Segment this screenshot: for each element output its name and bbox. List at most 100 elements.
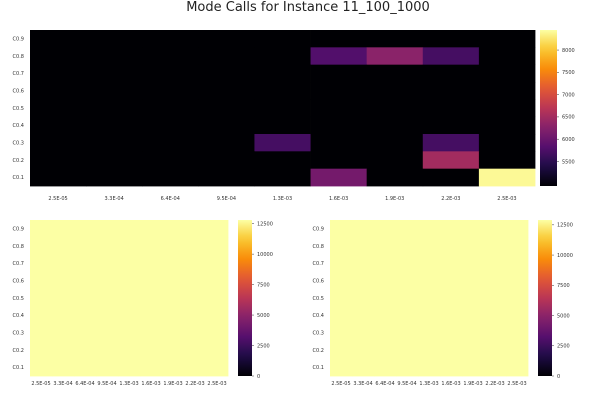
heatmap-cell (330, 358, 353, 377)
y-tick-label: C0.8 (13, 244, 24, 250)
heatmap-cell (254, 116, 311, 135)
y-tick-label: C0.8 (13, 54, 24, 60)
heatmap-cell (198, 47, 255, 66)
heatmap-cell (352, 220, 375, 238)
heatmap-cell (254, 134, 311, 152)
heatmap-cell (310, 64, 368, 83)
heatmap-cell (374, 324, 397, 342)
heatmap-cell (30, 168, 87, 187)
heatmap-cell (162, 324, 185, 342)
y-tick-label: C0.5 (313, 296, 324, 302)
colorbar-tick-label: 6000 (562, 137, 575, 143)
x-tick-label: 3.3E-04 (53, 381, 72, 387)
y-tick-label: C0.3 (13, 330, 24, 336)
y-tick-label: C0.6 (313, 278, 324, 284)
heatmap-cell (118, 272, 141, 290)
heatmap-cell (366, 168, 424, 187)
heatmap-cell (184, 306, 207, 325)
colorbar-tick-label: 5500 (562, 159, 575, 165)
x-tick-label: 2.2E-03 (485, 381, 504, 387)
colorbar-tick-label: 7500 (562, 70, 575, 76)
y-tick-label: C0.6 (13, 88, 24, 94)
heatmap-cell (206, 237, 229, 256)
heatmap-cell (396, 220, 419, 238)
heatmap-cell (418, 237, 441, 256)
heatmap-cell (74, 289, 97, 308)
heatmap-cell (422, 151, 480, 170)
x-tick-label: 1.6E-03 (141, 381, 160, 387)
colorbar-tick-label: 2500 (557, 344, 570, 350)
colorbar-tick-label: 5000 (257, 313, 270, 319)
x-tick-label: 6.4E-04 (75, 381, 94, 387)
heatmap-cell (254, 64, 311, 83)
heatmap-cell (198, 64, 255, 83)
heatmap-cell (418, 341, 441, 360)
y-tick-label: C0.4 (313, 313, 324, 319)
heatmap-cell (506, 341, 529, 360)
heatmap-cell (440, 254, 463, 273)
heatmap-cell (418, 220, 441, 238)
heatmap-cell (366, 99, 424, 118)
colorbar-tick-label: 7000 (562, 92, 575, 98)
heatmap-cell (374, 306, 397, 325)
heatmap-cell (352, 237, 375, 256)
heatmap-cell (184, 289, 207, 308)
x-tick-label: 1.3E-03 (273, 196, 292, 202)
heatmap-cell (86, 99, 143, 118)
heatmap-cell (206, 220, 229, 238)
heatmap-cell (352, 306, 375, 325)
figure-title: Mode Calls for Instance 11_100_1000 (186, 0, 430, 15)
heatmap-cell (96, 341, 119, 360)
heatmap-cell (440, 237, 463, 256)
heatmap-cell (330, 237, 353, 256)
heatmap-cell (484, 289, 507, 308)
heatmap-cell (52, 324, 75, 342)
heatmap-panel-1: 2.5E-05 3.3E-04 6.4E-04 9.5E-04 1.3E-03 1.6E-… (13, 30, 575, 202)
heatmap-cell (254, 151, 311, 170)
y-tick-label: C0.6 (13, 278, 24, 284)
y-tick-label: C0.3 (313, 330, 324, 336)
heatmap-cell (330, 324, 353, 342)
heatmap-cell (310, 82, 368, 100)
heatmap-cell (142, 30, 199, 48)
heatmap-cell (30, 237, 53, 256)
heatmap-cell (440, 289, 463, 308)
heatmap-cell (254, 47, 311, 66)
heatmap-cell (484, 341, 507, 360)
heatmap-cell (118, 341, 141, 360)
heatmap-cell (478, 116, 536, 135)
heatmap-cell (506, 289, 529, 308)
heatmap-cell (506, 220, 529, 238)
y-tick-label: C0.5 (13, 106, 24, 112)
heatmap-cell (30, 30, 87, 48)
heatmap-cell (52, 254, 75, 273)
colorbar-tick-label: 8000 (562, 48, 575, 54)
heatmap-cell (184, 324, 207, 342)
y-tick-label: C0.5 (13, 296, 24, 302)
heatmap-cell (310, 151, 368, 170)
heatmap-cell (140, 324, 163, 342)
x-tick-label: 6.4E-04 (375, 381, 394, 387)
heatmap-cell (352, 272, 375, 290)
heatmap-cell (462, 254, 485, 273)
x-tick-label: 1.9E-03 (163, 381, 182, 387)
colorbar (238, 220, 252, 376)
heatmap-cell (184, 272, 207, 290)
heatmap-cell (366, 47, 424, 66)
heatmap-cell (184, 341, 207, 360)
x-tick-label: 1.3E-03 (119, 381, 138, 387)
y-tick-label: C0.1 (13, 175, 24, 181)
heatmap-cell (310, 168, 368, 187)
heatmap-cell (142, 64, 199, 83)
heatmap-cell (140, 341, 163, 360)
heatmap-cell (352, 289, 375, 308)
y-tick-label: C0.3 (13, 140, 24, 146)
heatmap-cell (86, 64, 143, 83)
heatmap-cell (352, 254, 375, 273)
heatmap-cell (184, 358, 207, 377)
colorbar-tick-label: 10000 (557, 253, 573, 259)
heatmap-cell (198, 134, 255, 152)
y-tick-label: C0.2 (313, 348, 324, 354)
x-tick-label: 2.2E-03 (441, 196, 460, 202)
